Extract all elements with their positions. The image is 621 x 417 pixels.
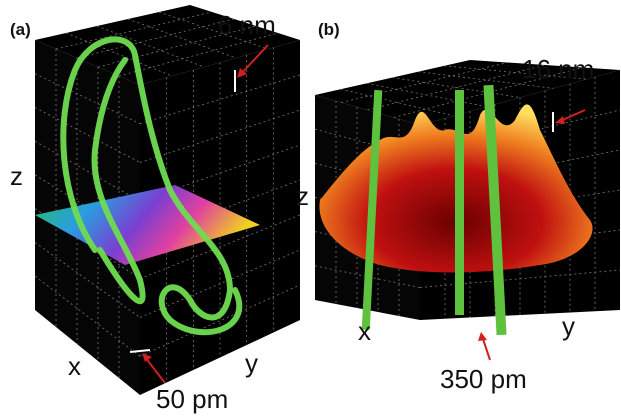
- axis-label: x: [68, 351, 81, 381]
- axis-label: y: [245, 348, 258, 378]
- scale-label: 6 nm: [218, 10, 276, 40]
- figure: (a) 6 nm z x y 50 pm (b) 16 nm z x y 350…: [0, 0, 621, 417]
- axis-label: z: [296, 181, 309, 211]
- scale-label: 16 nm: [522, 54, 594, 84]
- panel-label: (a): [10, 20, 31, 39]
- scale-label: 50 pm: [156, 384, 228, 414]
- scale-label: 350 pm: [440, 364, 527, 394]
- panel-label: (b): [318, 20, 340, 39]
- axis-label: z: [10, 161, 23, 191]
- axis-label: y: [562, 311, 575, 341]
- axis-label: x: [358, 316, 371, 346]
